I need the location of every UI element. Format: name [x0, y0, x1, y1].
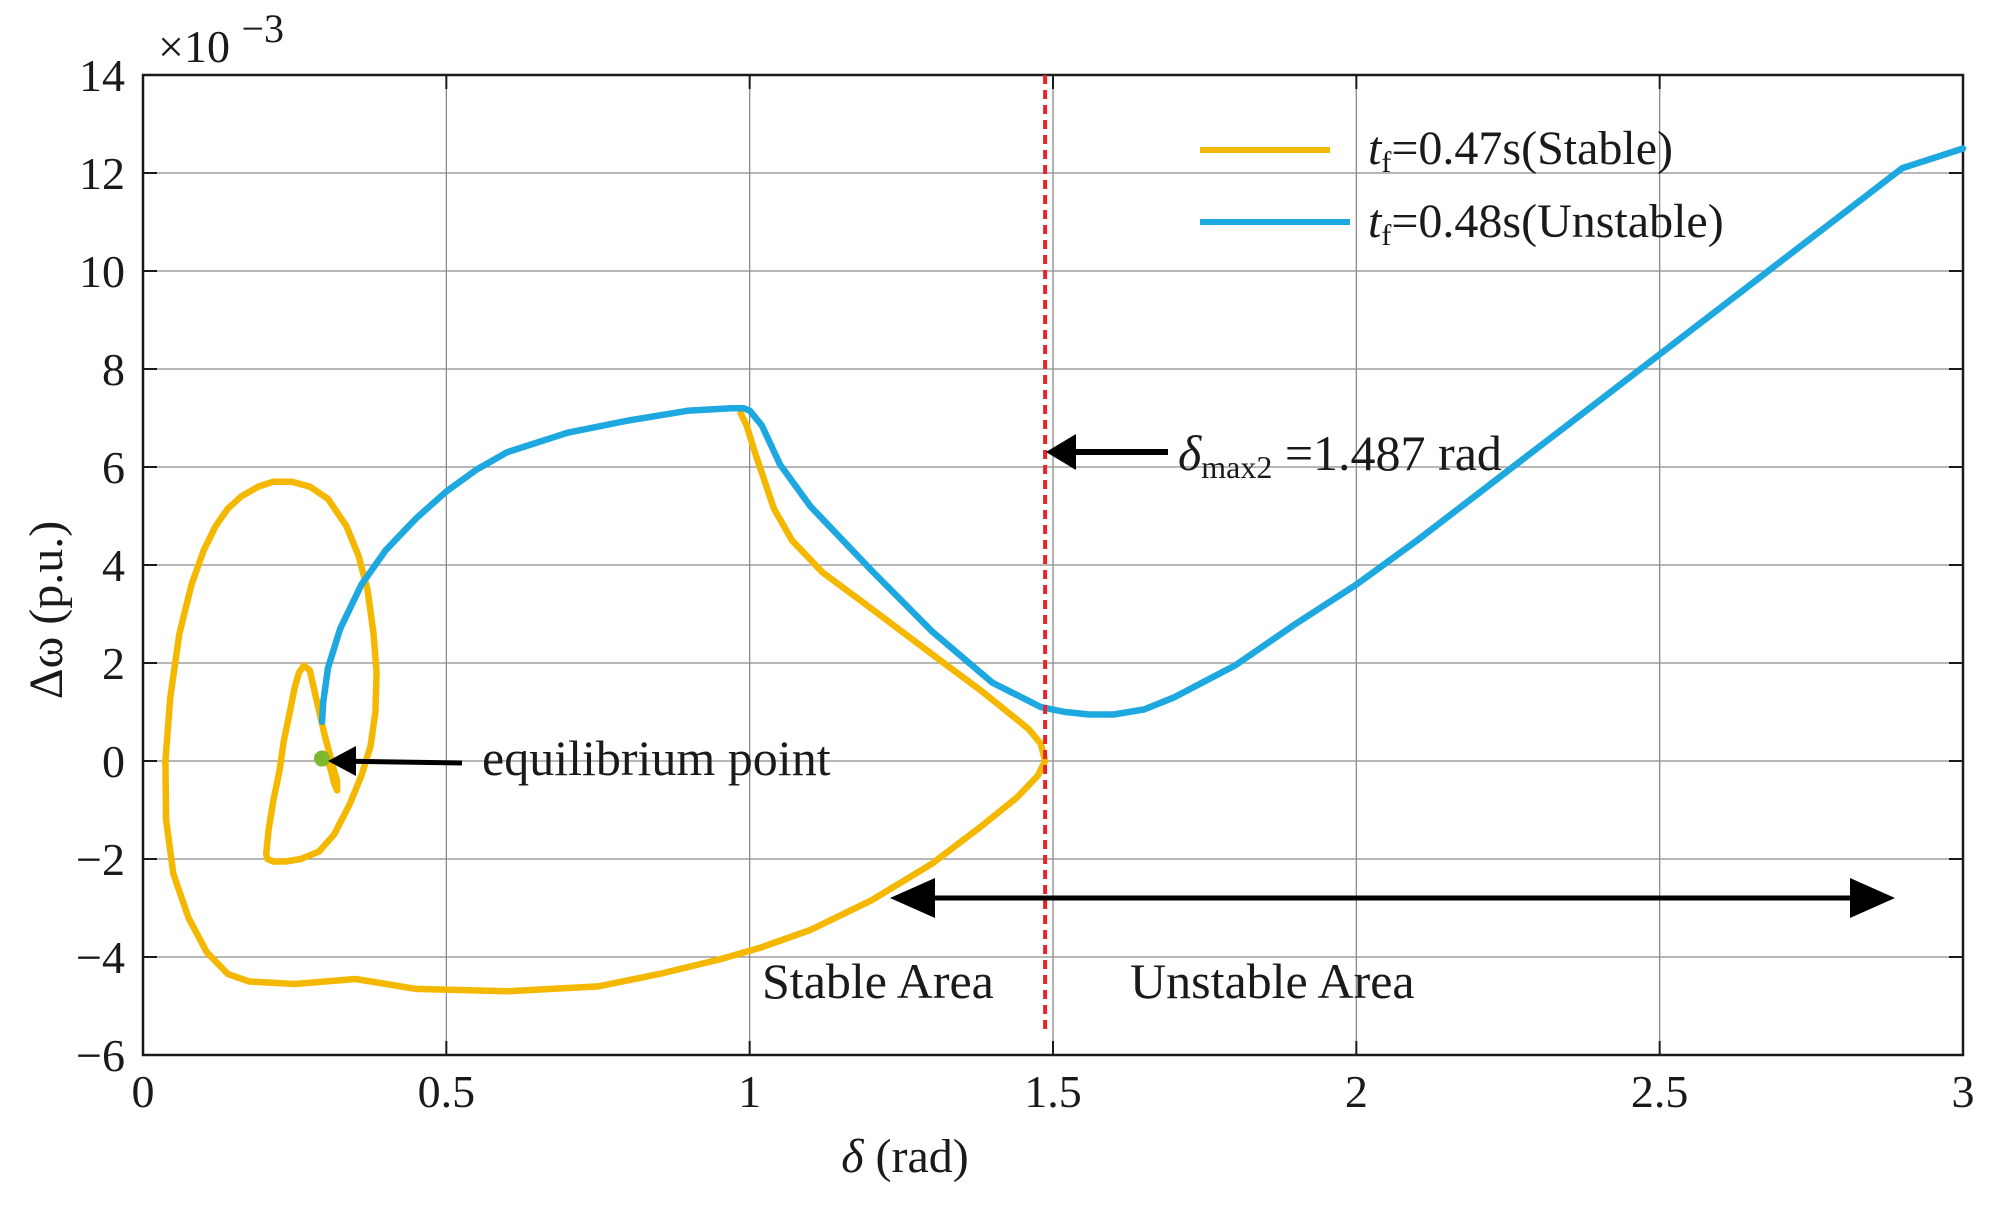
legend-label-stable: tf=0.47s(Stable) [1368, 122, 1673, 179]
y-tick-label: −4 [76, 932, 125, 983]
y-exponent-label: ×10 −3 [158, 6, 284, 72]
plot-frame [141, 73, 1965, 1057]
y-axis-label: Δω (p.u.) [20, 521, 73, 699]
y-tick-label: 6 [102, 442, 125, 493]
y-tick-label: −6 [76, 1030, 125, 1081]
y-exponent-power: −3 [241, 6, 284, 51]
y-tick-label: 8 [102, 344, 125, 395]
legend: tf=0.47s(Stable) tf=0.48s(Unstable) [1200, 122, 1724, 252]
y-tick-label: 12 [79, 148, 125, 199]
delta-max-label: δmax2 =1.487 rad [1178, 425, 1502, 485]
x-tick-label: 1 [738, 1066, 761, 1117]
equilibrium-point-marker [313, 750, 330, 767]
legend-entry-unstable: tf=0.48s(Unstable) [1200, 195, 1724, 252]
y-tick-label: 2 [102, 638, 125, 689]
series-layer [162, 145, 1967, 995]
x-tick-label: 0 [132, 1066, 155, 1117]
unstable-area-label: Unstable Area [1130, 953, 1415, 1009]
tick-labels: 0 0.5 1 1.5 2 2.5 3 14 12 10 8 6 4 2 0 −2 −4 −6 [76, 50, 1974, 1117]
equilibrium-label: equilibrium point [482, 730, 831, 786]
area-double-arrow [890, 878, 1895, 918]
y-tick-label: 0 [102, 736, 125, 787]
y-tick-label: 10 [79, 246, 125, 297]
delta-max-arrow [1046, 434, 1168, 470]
series-line-stable [162, 409, 1049, 995]
y-tick-label: 4 [102, 540, 125, 591]
x-tick-label: 2.5 [1631, 1066, 1689, 1117]
x-tick-label: 0.5 [418, 1066, 476, 1117]
equilibrium-arrow [328, 746, 463, 776]
x-tick-label: 3 [1952, 1066, 1975, 1117]
y-tick-label: −2 [76, 834, 125, 885]
svg-text:×10 −3: ×10 −3 [158, 6, 284, 72]
legend-label-unstable: tf=0.48s(Unstable) [1368, 195, 1724, 252]
stable-area-label: Stable Area [762, 953, 994, 1009]
legend-entry-stable: tf=0.47s(Stable) [1200, 122, 1673, 179]
y-exponent-base: ×10 [158, 21, 230, 72]
y-tick-label: 14 [79, 50, 125, 101]
x-axis-label: δ (rad) [841, 1130, 969, 1183]
series-line-unstable [318, 145, 1967, 726]
x-tick-label: 1.5 [1024, 1066, 1082, 1117]
x-tick-label: 2 [1345, 1066, 1368, 1117]
